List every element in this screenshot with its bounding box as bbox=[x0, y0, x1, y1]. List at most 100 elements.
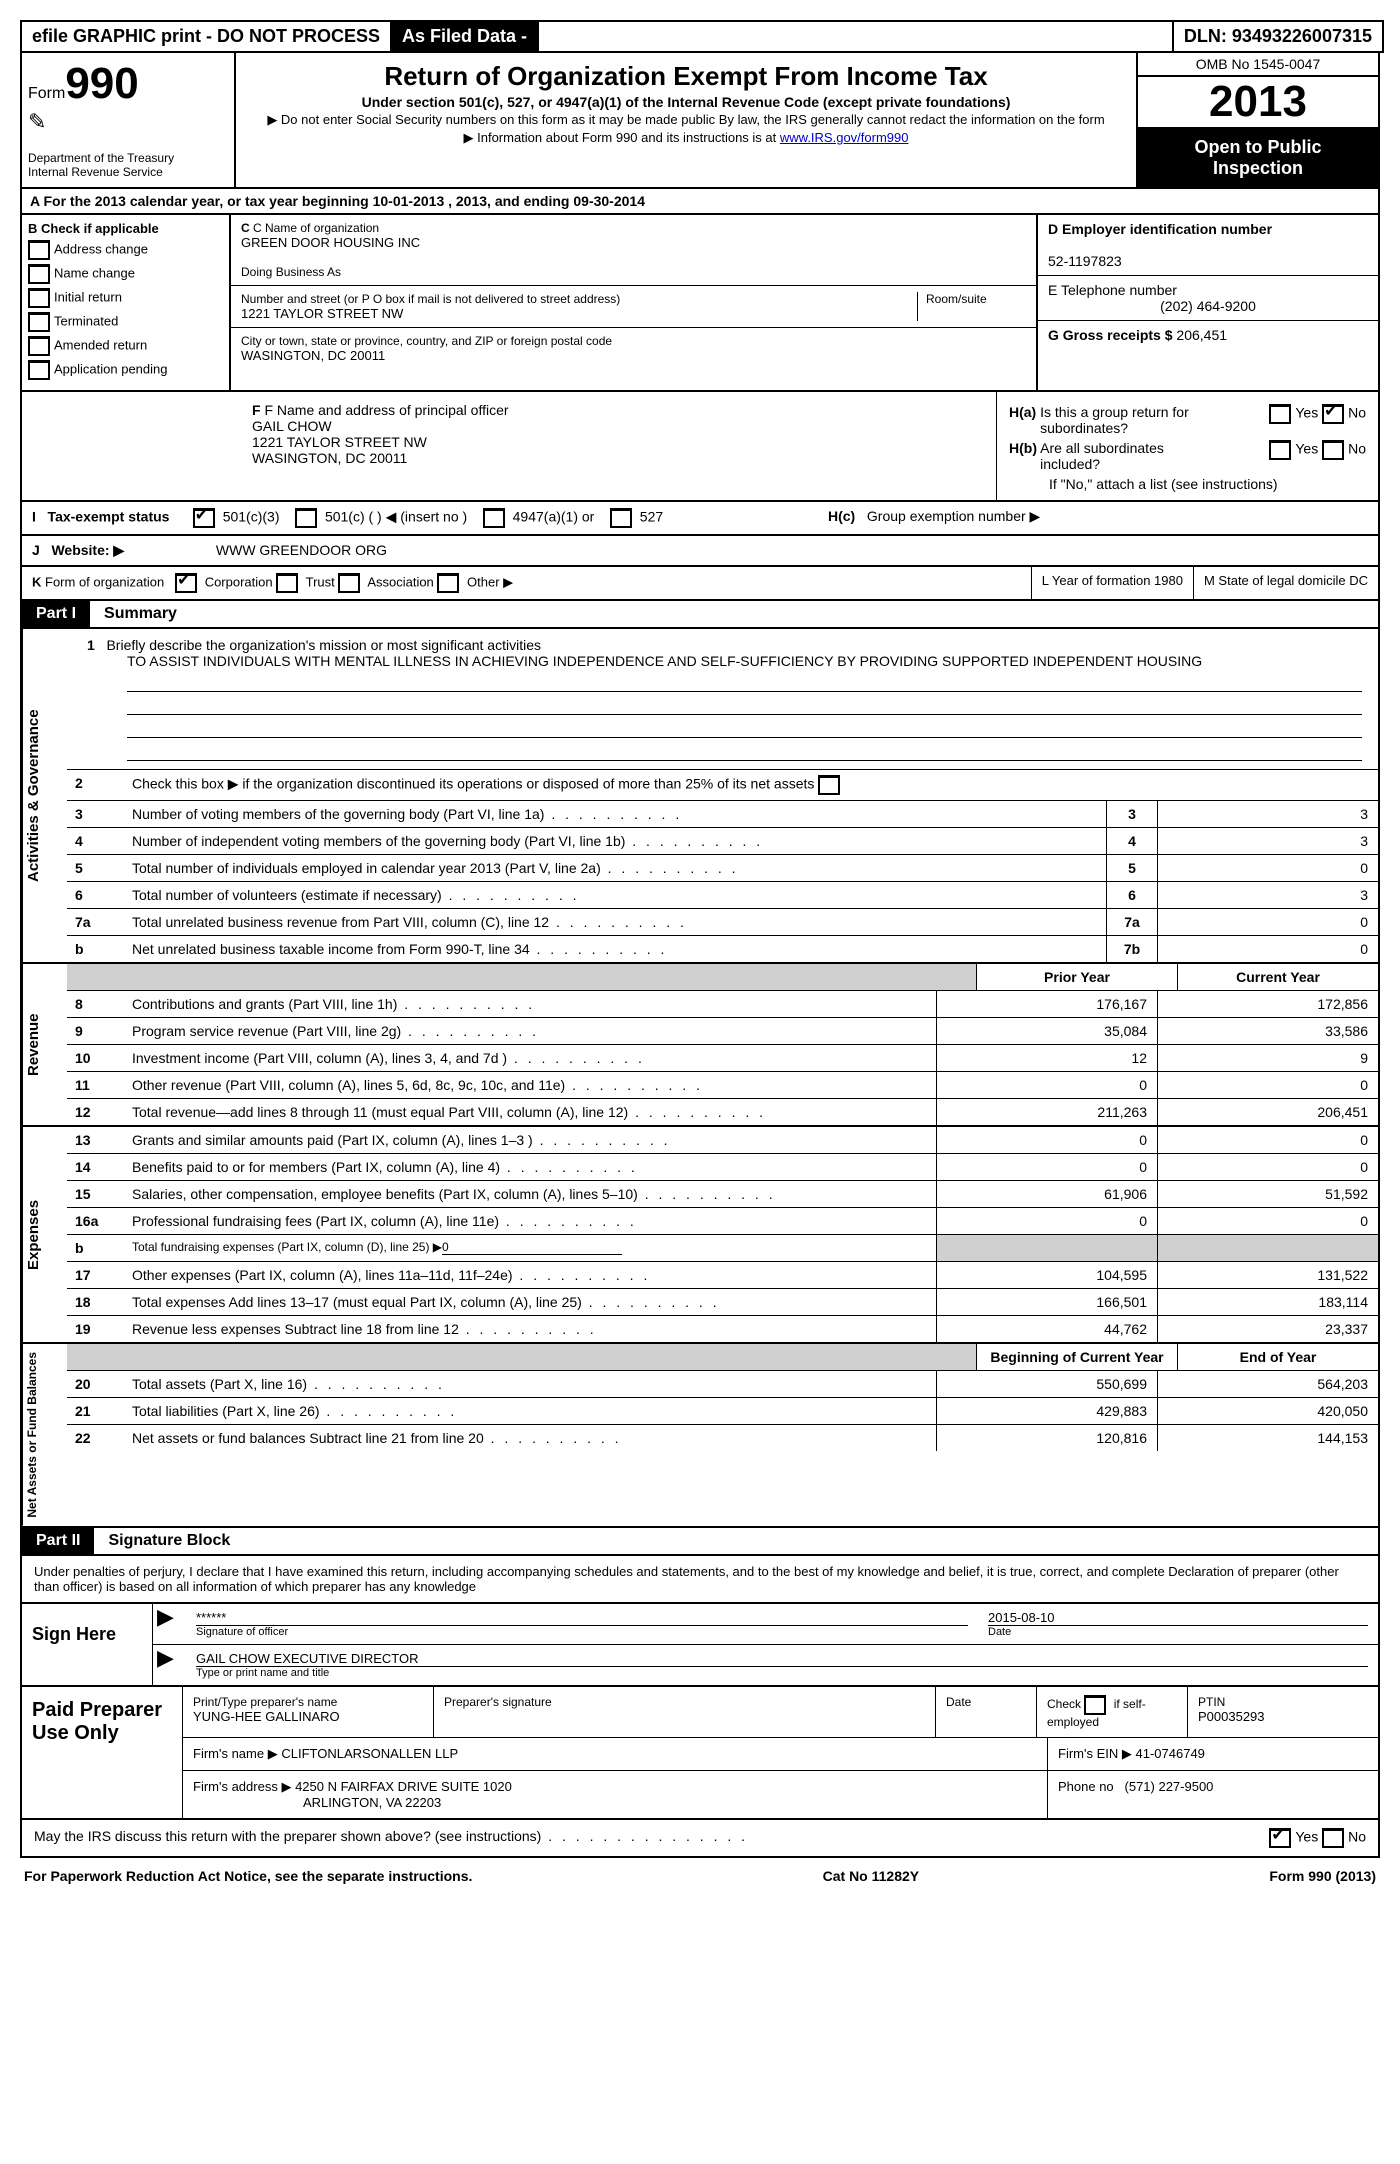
org-street: 1221 TAYLOR STREET NW bbox=[241, 306, 917, 321]
summary-row: 20 Total assets (Part X, line 16) 550,69… bbox=[67, 1371, 1378, 1398]
chk-501c[interactable] bbox=[295, 508, 317, 528]
efile-notice: efile GRAPHIC print - DO NOT PROCESS bbox=[22, 22, 392, 51]
summary-row: 14 Benefits paid to or for members (Part… bbox=[67, 1154, 1378, 1181]
paid-preparer-label: Paid Preparer Use Only bbox=[22, 1687, 183, 1818]
summary-row: 22 Net assets or fund balances Subtract … bbox=[67, 1425, 1378, 1451]
summary-row: 13 Grants and similar amounts paid (Part… bbox=[67, 1127, 1378, 1154]
ein-value: 52-1197823 bbox=[1048, 253, 1368, 269]
ptin-value: P00035293 bbox=[1198, 1709, 1368, 1724]
dln-cell: DLN: 93493226007315 bbox=[1174, 22, 1382, 51]
org-name: GREEN DOOR HOUSING INC bbox=[241, 235, 1026, 250]
top-bar: efile GRAPHIC print - DO NOT PROCESS As … bbox=[20, 20, 1384, 53]
chk-address-change[interactable]: Address change bbox=[28, 240, 223, 260]
header-left: Form 990 ✎ Department of the Treasury In… bbox=[22, 53, 236, 187]
header-mid: Return of Organization Exempt From Incom… bbox=[236, 53, 1136, 187]
open-to-public: Open to Public Inspection bbox=[1138, 129, 1378, 187]
preparer-name: YUNG-HEE GALLINARO bbox=[193, 1709, 423, 1724]
summary-governance: Activities & Governance 1 Briefly descri… bbox=[20, 629, 1380, 964]
form-subtitle: Under section 501(c), 527, or 4947(a)(1)… bbox=[248, 94, 1124, 110]
summary-row: 18 Total expenses Add lines 13–17 (must … bbox=[67, 1289, 1378, 1316]
vtab-net-assets: Net Assets or Fund Balances bbox=[22, 1344, 67, 1526]
hb-yes-checkbox[interactable] bbox=[1269, 440, 1291, 460]
summary-revenue: Revenue Prior Year Current Year 8 Contri… bbox=[20, 964, 1380, 1127]
section-b: B Check if applicable Address change Nam… bbox=[22, 215, 231, 390]
summary-row: 16a Professional fundraising fees (Part … bbox=[67, 1208, 1378, 1235]
firm-ein: 41-0746749 bbox=[1136, 1746, 1205, 1761]
section-fh: F F Name and address of principal office… bbox=[20, 392, 1380, 502]
omb-number: OMB No 1545-0047 bbox=[1138, 53, 1378, 77]
website: WWW GREENDOOR ORG bbox=[216, 542, 387, 558]
summary-row: 15 Salaries, other compensation, employe… bbox=[67, 1181, 1378, 1208]
form-990-page: efile GRAPHIC print - DO NOT PROCESS As … bbox=[0, 0, 1400, 1914]
summary-net-assets: Net Assets or Fund Balances Beginning of… bbox=[20, 1344, 1380, 1528]
chk-corporation[interactable] bbox=[175, 573, 197, 593]
form-instruction-2: ▶ Information about Form 990 and its ins… bbox=[248, 130, 1124, 146]
summary-row: 9 Program service revenue (Part VIII, li… bbox=[67, 1018, 1378, 1045]
summary-row: 3 Number of voting members of the govern… bbox=[67, 801, 1378, 828]
irs-link[interactable]: www.IRS.gov/form990 bbox=[780, 130, 909, 145]
chk-terminated[interactable]: Terminated bbox=[28, 312, 223, 332]
part-i-header: Part I Summary bbox=[20, 601, 1380, 629]
officer-name: GAIL CHOW bbox=[252, 418, 982, 434]
vtab-revenue: Revenue bbox=[22, 964, 67, 1125]
firm-address-2: ARLINGTON, VA 22203 bbox=[193, 1795, 1037, 1810]
vtab-expenses: Expenses bbox=[22, 1127, 67, 1342]
form-instruction-1: ▶ Do not enter Social Security numbers o… bbox=[248, 112, 1124, 128]
summary-row: 7a Total unrelated business revenue from… bbox=[67, 909, 1378, 936]
irs-discuss-no[interactable] bbox=[1322, 1828, 1344, 1848]
irs-label: Internal Revenue Service bbox=[28, 165, 228, 179]
arrow-icon: ▶ bbox=[153, 1645, 186, 1685]
chk-name-change[interactable]: Name change bbox=[28, 264, 223, 284]
form-label: Form bbox=[28, 85, 65, 103]
irs-discuss-yes[interactable] bbox=[1269, 1828, 1291, 1848]
chk-self-employed[interactable] bbox=[1084, 1695, 1106, 1715]
ha-yes-checkbox[interactable] bbox=[1269, 404, 1291, 424]
officer-city: WASINGTON, DC 20011 bbox=[252, 450, 982, 466]
chk-501c3[interactable] bbox=[193, 508, 215, 528]
part-ii-header: Part II Signature Block bbox=[20, 1528, 1380, 1556]
chk-application-pending[interactable]: Application pending bbox=[28, 360, 223, 380]
chk-527[interactable] bbox=[610, 508, 632, 528]
summary-row: b Total fundraising expenses (Part IX, c… bbox=[67, 1235, 1378, 1262]
tax-year: 2013 bbox=[1138, 77, 1378, 129]
arrow-icon: ▶ bbox=[153, 1604, 186, 1644]
chk-discontinued[interactable] bbox=[818, 775, 840, 795]
mission-text: TO ASSIST INDIVIDUALS WITH MENTAL ILLNES… bbox=[127, 653, 1362, 669]
chk-other[interactable] bbox=[437, 573, 459, 593]
paperwork-notice: For Paperwork Reduction Act Notice, see … bbox=[24, 1868, 472, 1884]
paid-preparer-block: Paid Preparer Use Only Print/Type prepar… bbox=[20, 1687, 1380, 1820]
header-right: OMB No 1545-0047 2013 Open to Public Ins… bbox=[1136, 53, 1378, 187]
chk-4947[interactable] bbox=[483, 508, 505, 528]
summary-row: b Net unrelated business taxable income … bbox=[67, 936, 1378, 962]
firm-address-1: 4250 N FAIRFAX DRIVE SUITE 1020 bbox=[295, 1779, 512, 1794]
chk-trust[interactable] bbox=[276, 573, 298, 593]
summary-row: 6 Total number of volunteers (estimate i… bbox=[67, 882, 1378, 909]
hb-no-checkbox[interactable] bbox=[1322, 440, 1344, 460]
summary-expenses: Expenses 13 Grants and similar amounts p… bbox=[20, 1127, 1380, 1344]
section-b-title: B Check if applicable bbox=[28, 221, 223, 236]
row-j: J Website: ▶ WWW GREENDOOR ORG bbox=[20, 536, 1380, 567]
section-h: H(a) H(a) Is this a group return for sub… bbox=[997, 392, 1378, 500]
summary-row: 4 Number of independent voting members o… bbox=[67, 828, 1378, 855]
summary-row: 19 Revenue less expenses Subtract line 1… bbox=[67, 1316, 1378, 1342]
perjury-declaration: Under penalties of perjury, I declare th… bbox=[20, 1556, 1380, 1604]
chk-initial-return[interactable]: Initial return bbox=[28, 288, 223, 308]
year-formation: L Year of formation 1980 bbox=[1031, 567, 1193, 599]
summary-row: 12 Total revenue—add lines 8 through 11 … bbox=[67, 1099, 1378, 1125]
chk-association[interactable] bbox=[338, 573, 360, 593]
section-f: F F Name and address of principal office… bbox=[22, 392, 997, 500]
ha-no-checkbox[interactable] bbox=[1322, 404, 1344, 424]
firm-phone: (571) 227-9500 bbox=[1125, 1779, 1214, 1794]
officer-street: 1221 TAYLOR STREET NW bbox=[252, 434, 982, 450]
summary-row: 10 Investment income (Part VIII, column … bbox=[67, 1045, 1378, 1072]
chk-amended-return[interactable]: Amended return bbox=[28, 336, 223, 356]
state-domicile: M State of legal domicile DC bbox=[1193, 567, 1378, 599]
section-c: C C Name of organization GREEN DOOR HOUS… bbox=[231, 215, 1036, 390]
form-number: 990 bbox=[65, 59, 138, 109]
row-k: K Form of organization Corporation Trust… bbox=[20, 567, 1380, 601]
form-ref: Form 990 (2013) bbox=[1269, 1868, 1376, 1884]
summary-row: 21 Total liabilities (Part X, line 26) 4… bbox=[67, 1398, 1378, 1425]
gross-receipts: 206,451 bbox=[1176, 327, 1227, 343]
row-a-tax-year: A For the 2013 calendar year, or tax yea… bbox=[20, 189, 1380, 215]
sign-here-block: Sign Here ▶ ****** Signature of officer … bbox=[20, 1604, 1380, 1687]
